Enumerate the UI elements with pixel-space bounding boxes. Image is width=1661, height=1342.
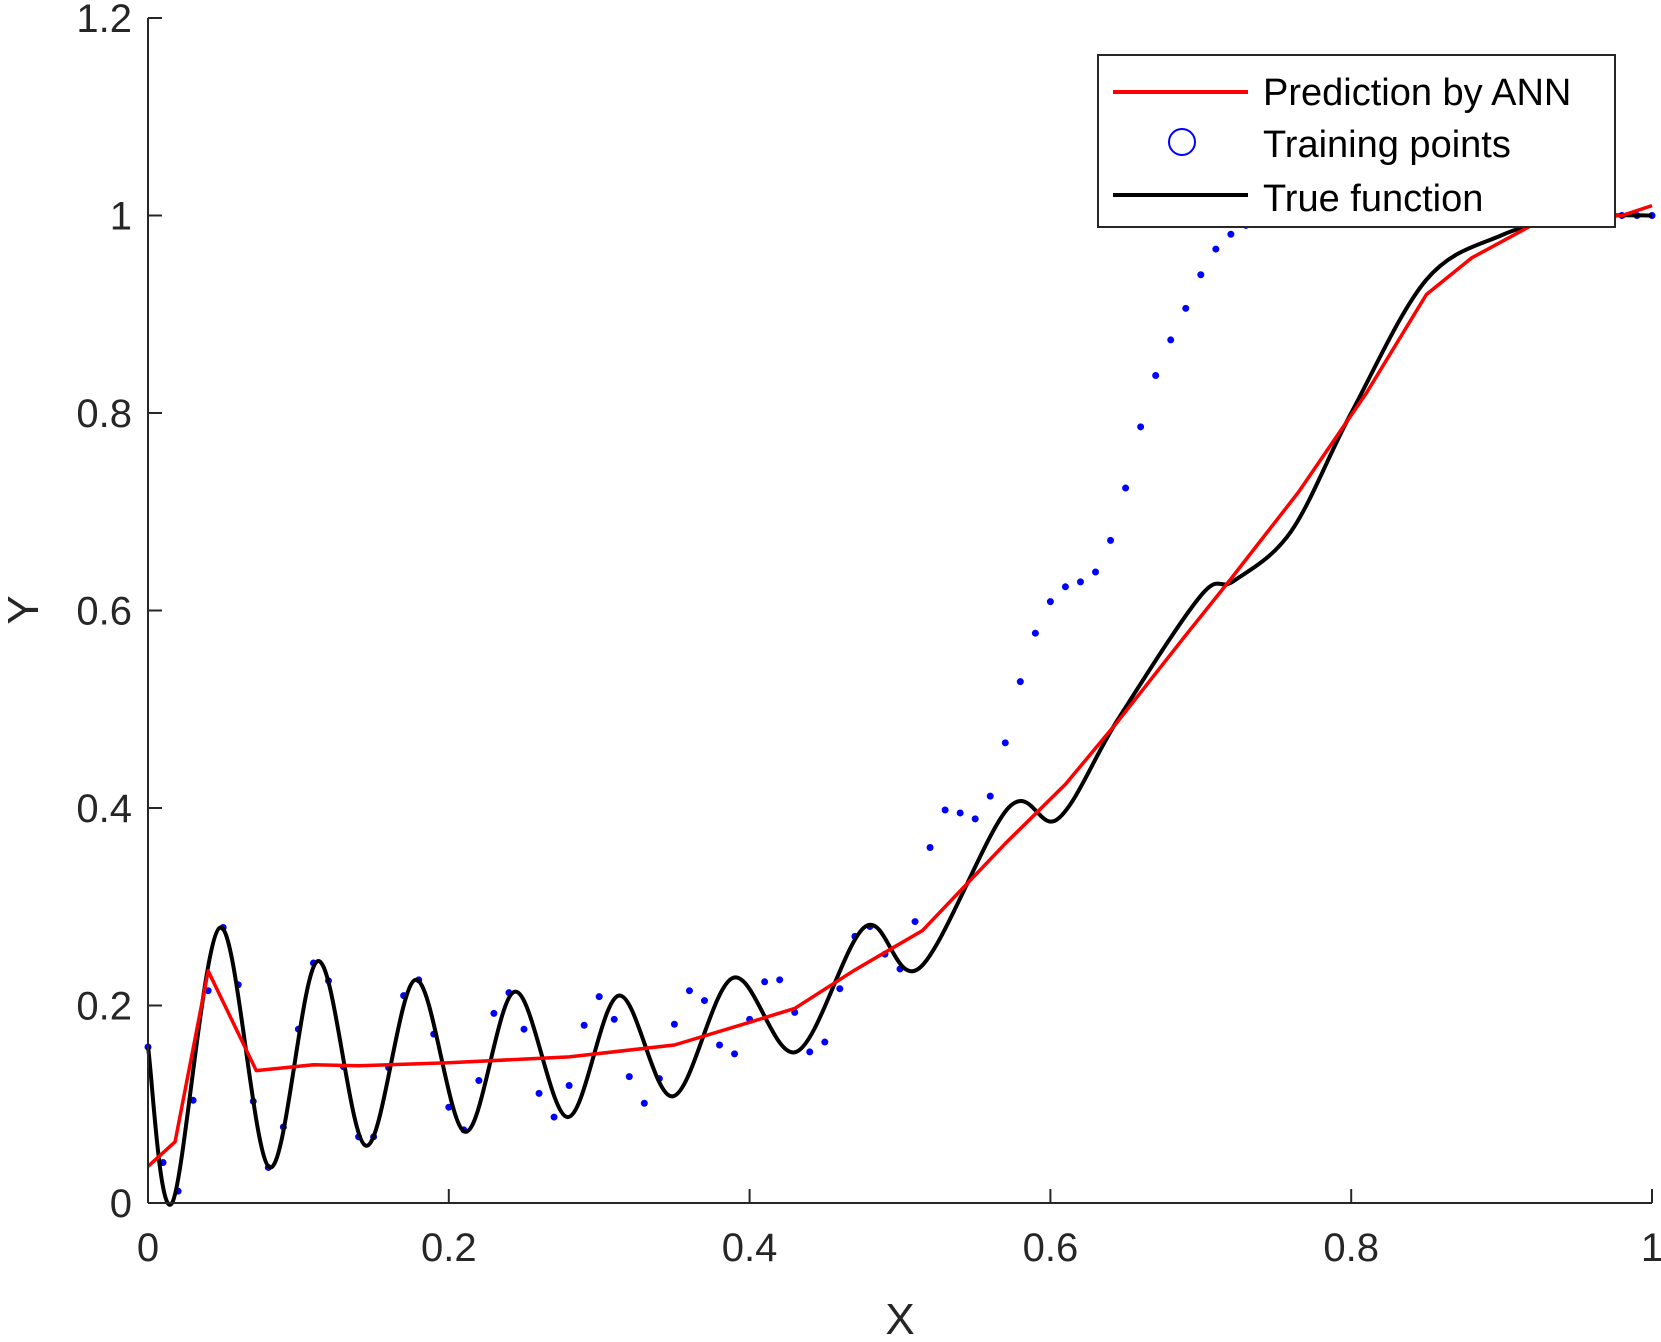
x-tick-label: 1 bbox=[1641, 1226, 1661, 1270]
y-tick-label: 1 bbox=[110, 195, 132, 239]
training-point bbox=[595, 993, 603, 1001]
training-point bbox=[1076, 578, 1084, 586]
training-point bbox=[731, 1050, 739, 1058]
legend-box bbox=[1097, 54, 1616, 228]
y-axis-label: Y bbox=[0, 595, 48, 624]
training-point bbox=[1227, 230, 1235, 238]
training-point bbox=[565, 1081, 573, 1089]
x-tick-label: 0.6 bbox=[1023, 1226, 1079, 1270]
training-point bbox=[971, 815, 979, 823]
training-point bbox=[1137, 423, 1145, 431]
training-point bbox=[776, 976, 784, 984]
y-axis-ticks: 0 0.2 0.4 0.6 0.8 1 1.2 bbox=[76, 0, 162, 1226]
x-axis-label: X bbox=[885, 1295, 914, 1342]
training-point bbox=[550, 1113, 558, 1121]
y-tick-label: 1.2 bbox=[76, 0, 132, 41]
x-axis-ticks: 0 0.2 0.4 0.6 0.8 1 bbox=[137, 1189, 1661, 1270]
x-tick-label: 0.2 bbox=[421, 1226, 477, 1270]
training-point bbox=[490, 1009, 498, 1017]
training-point bbox=[1092, 568, 1100, 576]
training-point bbox=[625, 1073, 633, 1081]
x-tick-label: 0 bbox=[137, 1226, 159, 1270]
training-point bbox=[1212, 245, 1220, 253]
training-point bbox=[1061, 583, 1069, 591]
training-point bbox=[1046, 598, 1054, 606]
training-point bbox=[911, 918, 919, 926]
y-tick-label: 0.4 bbox=[76, 787, 132, 831]
training-point bbox=[1031, 629, 1039, 637]
legend-label-true: True function bbox=[1263, 178, 1483, 220]
training-point bbox=[1152, 371, 1160, 379]
training-point bbox=[1197, 271, 1205, 279]
x-tick-label: 0.4 bbox=[722, 1226, 778, 1270]
training-point bbox=[1167, 336, 1175, 344]
training-point bbox=[1001, 739, 1009, 747]
training-point bbox=[475, 1077, 483, 1085]
training-point bbox=[535, 1089, 543, 1097]
y-tick-label: 0.6 bbox=[76, 590, 132, 634]
legend: Prediction by ANN Training points True f… bbox=[1097, 54, 1616, 228]
training-point bbox=[610, 1015, 618, 1023]
y-tick-label: 0.8 bbox=[76, 392, 132, 436]
series-line-prediction-by-ann bbox=[146, 203, 1653, 1168]
training-point bbox=[520, 1025, 528, 1033]
training-point bbox=[580, 1021, 588, 1029]
y-tick-label: 0 bbox=[110, 1182, 132, 1226]
training-point bbox=[956, 809, 964, 817]
series-line-true-function bbox=[146, 213, 1653, 1207]
training-point bbox=[1182, 304, 1190, 312]
training-point bbox=[700, 997, 708, 1005]
training-point bbox=[685, 987, 693, 995]
training-point bbox=[1122, 484, 1130, 492]
x-tick-label: 0.8 bbox=[1323, 1226, 1379, 1270]
training-point bbox=[836, 985, 844, 993]
training-point bbox=[986, 792, 994, 800]
training-point bbox=[926, 844, 934, 851]
training-point bbox=[806, 1048, 814, 1056]
training-point bbox=[1107, 536, 1115, 544]
training-point bbox=[716, 1041, 724, 1049]
y-tick-label: 0.2 bbox=[76, 985, 132, 1029]
training-point bbox=[1016, 678, 1024, 686]
training-point bbox=[640, 1099, 648, 1107]
training-point bbox=[761, 978, 769, 986]
training-point bbox=[941, 806, 949, 814]
legend-label-training: Training points bbox=[1263, 124, 1511, 166]
legend-swatch-training bbox=[1168, 128, 1196, 156]
training-point bbox=[821, 1038, 829, 1046]
legend-label-prediction: Prediction by ANN bbox=[1263, 72, 1571, 114]
training-point bbox=[670, 1020, 678, 1028]
